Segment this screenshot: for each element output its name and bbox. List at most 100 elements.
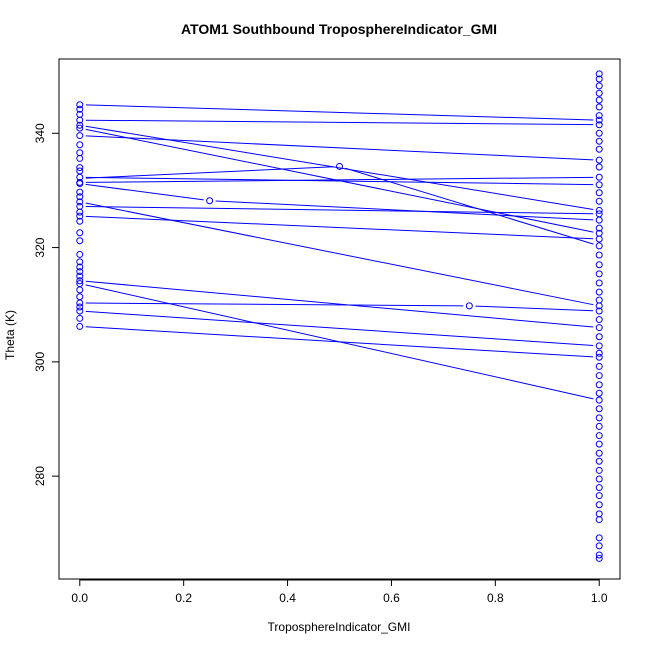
x-tick-label: 0.6 xyxy=(383,591,400,605)
data-point xyxy=(76,307,84,315)
data-point xyxy=(595,89,603,97)
data-point xyxy=(76,208,84,216)
data-point xyxy=(76,101,84,109)
data-point xyxy=(76,286,84,294)
plot-frame xyxy=(58,58,621,580)
data-point xyxy=(595,261,603,269)
data-point xyxy=(76,105,84,113)
data-point xyxy=(595,492,603,500)
data-point xyxy=(76,322,84,330)
data-point xyxy=(595,129,603,137)
data-point xyxy=(595,224,603,232)
data-point xyxy=(595,475,603,483)
data-point xyxy=(595,501,603,509)
data-point xyxy=(76,124,84,132)
data-point xyxy=(595,121,603,129)
data-point xyxy=(595,389,603,397)
data-point xyxy=(595,349,603,357)
data-point xyxy=(595,484,603,492)
data-point xyxy=(76,272,84,280)
series-line-segment xyxy=(85,206,594,215)
data-point xyxy=(595,206,603,214)
series-line-segment xyxy=(85,215,594,240)
y-axis-label: Theta (K) xyxy=(3,310,17,360)
axes: 0.0 0.2 0.4 0.6 0.8 1.0 280 300 320 340 xyxy=(33,123,608,605)
series-line-segment xyxy=(85,104,594,121)
data-point xyxy=(595,216,603,224)
data-point xyxy=(595,333,603,341)
data-point xyxy=(595,279,603,287)
data-point xyxy=(76,193,84,201)
x-tick-label: 1.0 xyxy=(591,591,608,605)
chart-title: ATOM1 Southbound TroposphereIndicator_GM… xyxy=(181,21,497,37)
data-point xyxy=(76,164,84,172)
data-point xyxy=(595,137,603,145)
data-point xyxy=(76,229,84,237)
data-point xyxy=(595,405,603,413)
series-line-segment xyxy=(85,326,594,358)
data-point xyxy=(595,242,603,250)
data-point xyxy=(595,197,603,205)
data-point xyxy=(76,188,84,196)
data-point xyxy=(595,396,603,404)
data-point xyxy=(595,163,603,171)
data-point xyxy=(595,112,603,120)
series-line-segment xyxy=(345,167,594,245)
data-point xyxy=(595,270,603,278)
data-point xyxy=(595,542,603,550)
x-tick-label: 0.4 xyxy=(279,591,296,605)
data-point xyxy=(76,141,84,149)
x-tick-label: 0.2 xyxy=(175,591,192,605)
data-point xyxy=(76,180,84,188)
data-point xyxy=(595,70,603,78)
data-point xyxy=(595,75,603,83)
y-tick-label: 280 xyxy=(33,466,47,486)
data-point xyxy=(595,251,603,259)
data-point xyxy=(595,372,603,380)
data-point xyxy=(595,422,603,430)
data-point xyxy=(465,302,473,310)
data-point xyxy=(595,551,603,559)
data-point xyxy=(595,156,603,164)
data-point xyxy=(76,116,84,124)
data-point xyxy=(76,132,84,140)
series-line-segment xyxy=(85,176,594,183)
data-point xyxy=(595,457,603,465)
y-tick-label: 320 xyxy=(33,237,47,257)
data-point xyxy=(76,154,84,162)
series-line-segment xyxy=(85,302,464,307)
data-point xyxy=(595,362,603,370)
data-point xyxy=(76,237,84,245)
data-point xyxy=(76,198,84,206)
series-lines xyxy=(85,104,594,400)
data-point xyxy=(595,554,603,562)
data-point xyxy=(76,250,84,258)
data-point xyxy=(595,235,603,243)
data-point xyxy=(595,302,603,310)
series-line-segment xyxy=(85,183,204,201)
series-line-segment xyxy=(85,119,594,126)
data-point xyxy=(595,181,603,189)
x-axis-label: TroposphereIndicator_GMI xyxy=(268,620,411,634)
data-point xyxy=(595,173,603,181)
data-point xyxy=(595,324,603,332)
data-point xyxy=(595,189,603,197)
series-line-segment xyxy=(85,166,334,179)
x-tick-label: 0.8 xyxy=(487,591,504,605)
y-tick-label: 300 xyxy=(33,352,47,372)
data-point xyxy=(595,353,603,361)
data-point xyxy=(76,212,84,220)
data-point xyxy=(595,466,603,474)
data-point xyxy=(595,96,603,104)
data-point xyxy=(595,116,603,124)
series-line-segment xyxy=(85,280,594,328)
data-point xyxy=(595,516,603,524)
data-point xyxy=(595,449,603,457)
x-tick-label: 0.0 xyxy=(71,591,88,605)
series-points xyxy=(76,70,603,562)
y-tick-label: 340 xyxy=(33,123,47,143)
data-point xyxy=(595,414,603,422)
